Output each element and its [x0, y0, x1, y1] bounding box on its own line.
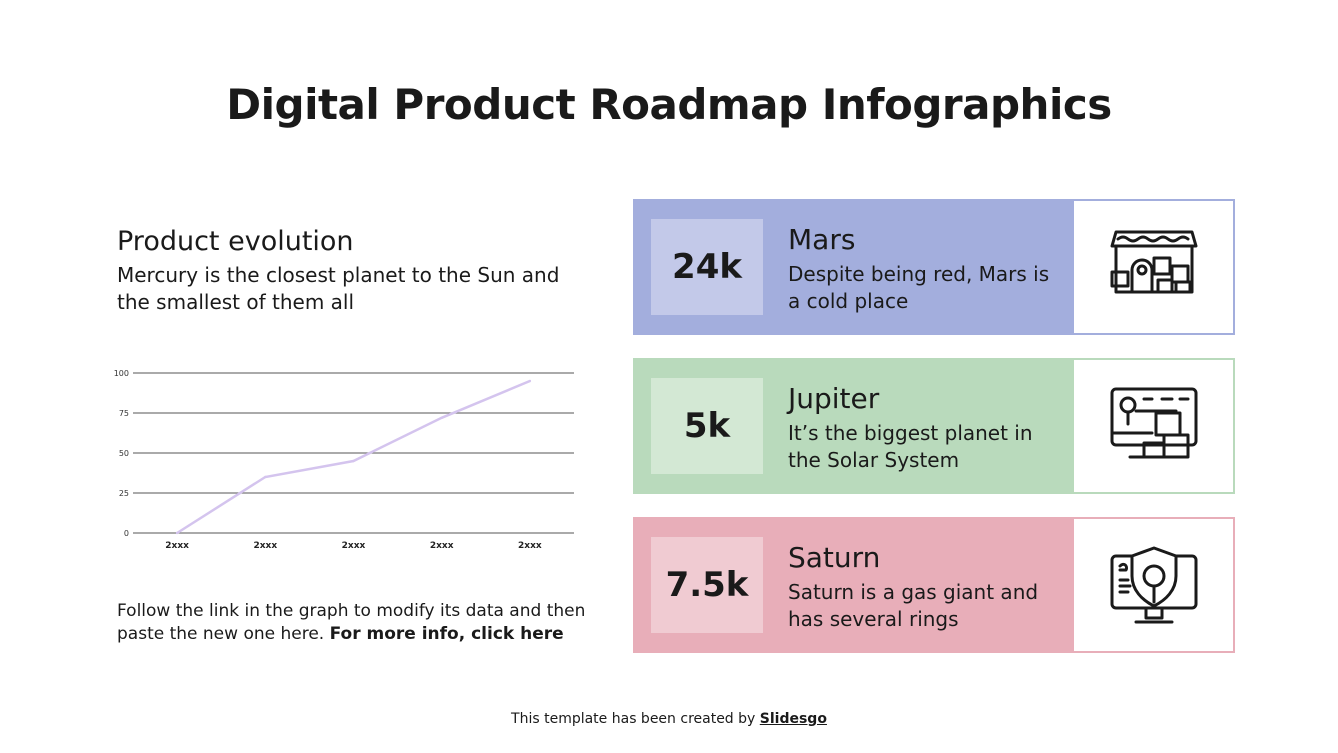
- stat-card-saturn: 7.5k Saturn Saturn is a gas giant and ha…: [633, 517, 1235, 653]
- card-text: It’s the biggest planet in the Solar Sys…: [788, 421, 1033, 472]
- stat-value: 5k: [651, 378, 763, 474]
- data-point: [352, 459, 355, 463]
- footer-text: This template has been created by: [511, 711, 760, 727]
- x-tick-label: 2xxx: [253, 541, 277, 551]
- data-point: [440, 416, 443, 419]
- monitor-delivery-icon: [1110, 387, 1197, 459]
- data-point: [175, 531, 179, 535]
- card-text: Saturn is a gas giant and has several ri…: [788, 580, 1039, 631]
- icon-box: [1074, 517, 1235, 653]
- card-title: Jupiter: [788, 382, 880, 415]
- y-tick-label: 75: [119, 409, 129, 418]
- monitor-shield-icon: [1110, 546, 1197, 624]
- section-description: Mercury is the closest planet to the Sun…: [117, 263, 560, 314]
- y-tick-label: 50: [119, 449, 129, 458]
- y-tick-label: 25: [119, 489, 129, 498]
- data-point: [264, 475, 267, 479]
- note-text: Follow the link in the graph to modify i…: [117, 601, 586, 644]
- page-title: Digital Product Roadmap Infographics: [226, 80, 1112, 129]
- series-line: [176, 379, 531, 535]
- x-tick-label: 2xxx: [342, 541, 366, 551]
- stat-value: 7.5k: [651, 537, 763, 633]
- chart-note: Follow the link in the graph to modify i…: [117, 600, 587, 646]
- y-tick-label: 0: [124, 529, 129, 538]
- icon-box: [1074, 199, 1235, 335]
- card-body: 7.5k Saturn Saturn is a gas giant and ha…: [633, 517, 1074, 653]
- card-title: Saturn: [788, 541, 881, 574]
- section-heading: Product evolution: [117, 226, 354, 257]
- y-tick-label: 100: [114, 369, 129, 378]
- x-tick-label: 2xxx: [430, 541, 454, 551]
- stat-card-jupiter: 5k Jupiter It’s the biggest planet in th…: [633, 358, 1235, 494]
- x-tick-label: 2xxx: [518, 541, 542, 551]
- stat-value: 24k: [651, 219, 763, 315]
- card-body: 5k Jupiter It’s the biggest planet in th…: [633, 358, 1074, 494]
- card-body: 24k Mars Despite being red, Mars is a co…: [633, 199, 1074, 335]
- card-text: Despite being red, Mars is a cold place: [788, 262, 1050, 313]
- slidesgo-link[interactable]: Slidesgo: [759, 711, 827, 727]
- footer: This template has been created by Slides…: [0, 711, 1338, 727]
- stat-card-mars: 24k Mars Despite being red, Mars is a co…: [633, 199, 1235, 335]
- more-info-link[interactable]: For more info, click here: [329, 624, 564, 644]
- store-icon: [1110, 230, 1197, 294]
- x-tick-label: 2xxx: [165, 541, 189, 551]
- card-title: Mars: [788, 223, 856, 256]
- data-point: [528, 379, 532, 383]
- line-chart[interactable]: 0 25 50 75 100 2xxx 2xxx 2xxx 2xxx 2xxx: [100, 360, 590, 560]
- icon-box: [1074, 358, 1235, 494]
